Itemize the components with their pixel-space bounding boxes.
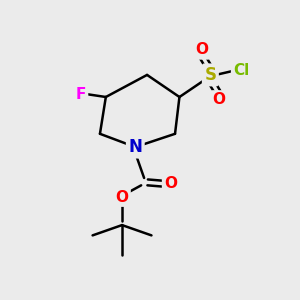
Text: O: O (195, 42, 208, 57)
Text: O: O (164, 176, 177, 191)
Text: O: O (213, 92, 226, 107)
Text: N: N (128, 138, 142, 156)
Text: O: O (116, 190, 128, 205)
Text: Cl: Cl (233, 63, 249, 78)
Text: F: F (76, 87, 86, 102)
Text: S: S (204, 66, 216, 84)
